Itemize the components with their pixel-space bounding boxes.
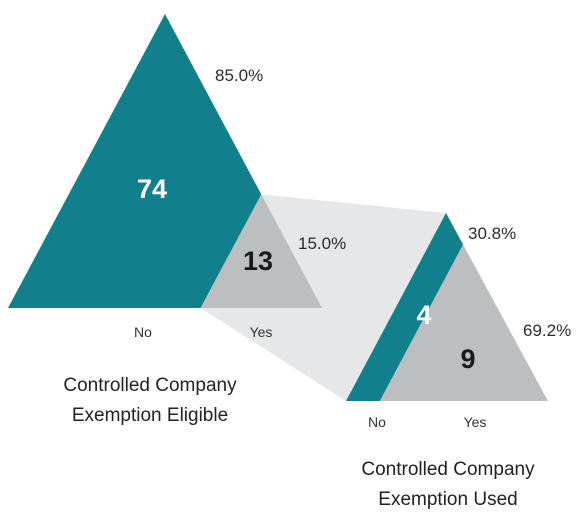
- used-no-percent: 30.8%: [468, 224, 516, 243]
- used-no-value: 4: [416, 300, 431, 330]
- used-title-line1: Controlled Company: [361, 459, 535, 480]
- eligible-no-category: No: [134, 324, 152, 340]
- eligible-yes-percent: 15.0%: [298, 234, 346, 253]
- used-yes-value: 9: [460, 344, 475, 374]
- eligible-no-percent: 85.0%: [215, 66, 263, 85]
- used-title-line2: Exemption Used: [378, 489, 517, 510]
- eligible-title-line1: Controlled Company: [63, 375, 237, 396]
- eligible-yes-shape: [200, 194, 322, 308]
- used-yes-percent: 69.2%: [523, 321, 571, 340]
- used-no-category: No: [368, 414, 386, 430]
- eligible-no-shape: [8, 14, 262, 308]
- eligible-no-value: 74: [137, 174, 167, 204]
- used-no-shape: [346, 213, 464, 401]
- eligible-yes-value: 13: [243, 246, 273, 276]
- eligible-yes-category: Yes: [250, 324, 273, 340]
- used-yes-category: Yes: [464, 414, 487, 430]
- eligible-title-line2: Exemption Eligible: [72, 405, 228, 426]
- used-yes-shape: [379, 244, 548, 401]
